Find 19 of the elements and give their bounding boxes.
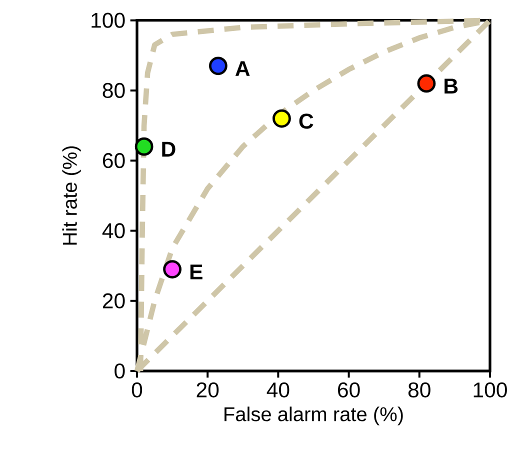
y-tick-label: 80 [102,82,125,98]
y-tick-label: 100 [92,12,125,28]
y-tick-label: 20 [102,293,125,308]
y-tick-label: 0 [114,363,125,379]
y-tick-label: 40 [102,223,125,238]
series-label: B [444,78,458,94]
x-tick-label: 100 [474,382,507,398]
x-tick-label: 20 [196,382,219,398]
y-axis-title: Hit rate (%) [62,146,81,245]
x-tick-label: 60 [338,382,360,398]
series-label: A [235,61,250,76]
series-label: D [162,142,176,157]
x-tick-label: 0 [132,382,142,398]
x-axis-title: False alarm rate (%) [224,406,403,426]
series-label: C [299,114,314,129]
series-label: E [190,264,202,280]
y-tick-label: 60 [102,153,125,168]
x-tick-label: 40 [266,382,290,398]
x-tick-label: 80 [408,382,430,398]
